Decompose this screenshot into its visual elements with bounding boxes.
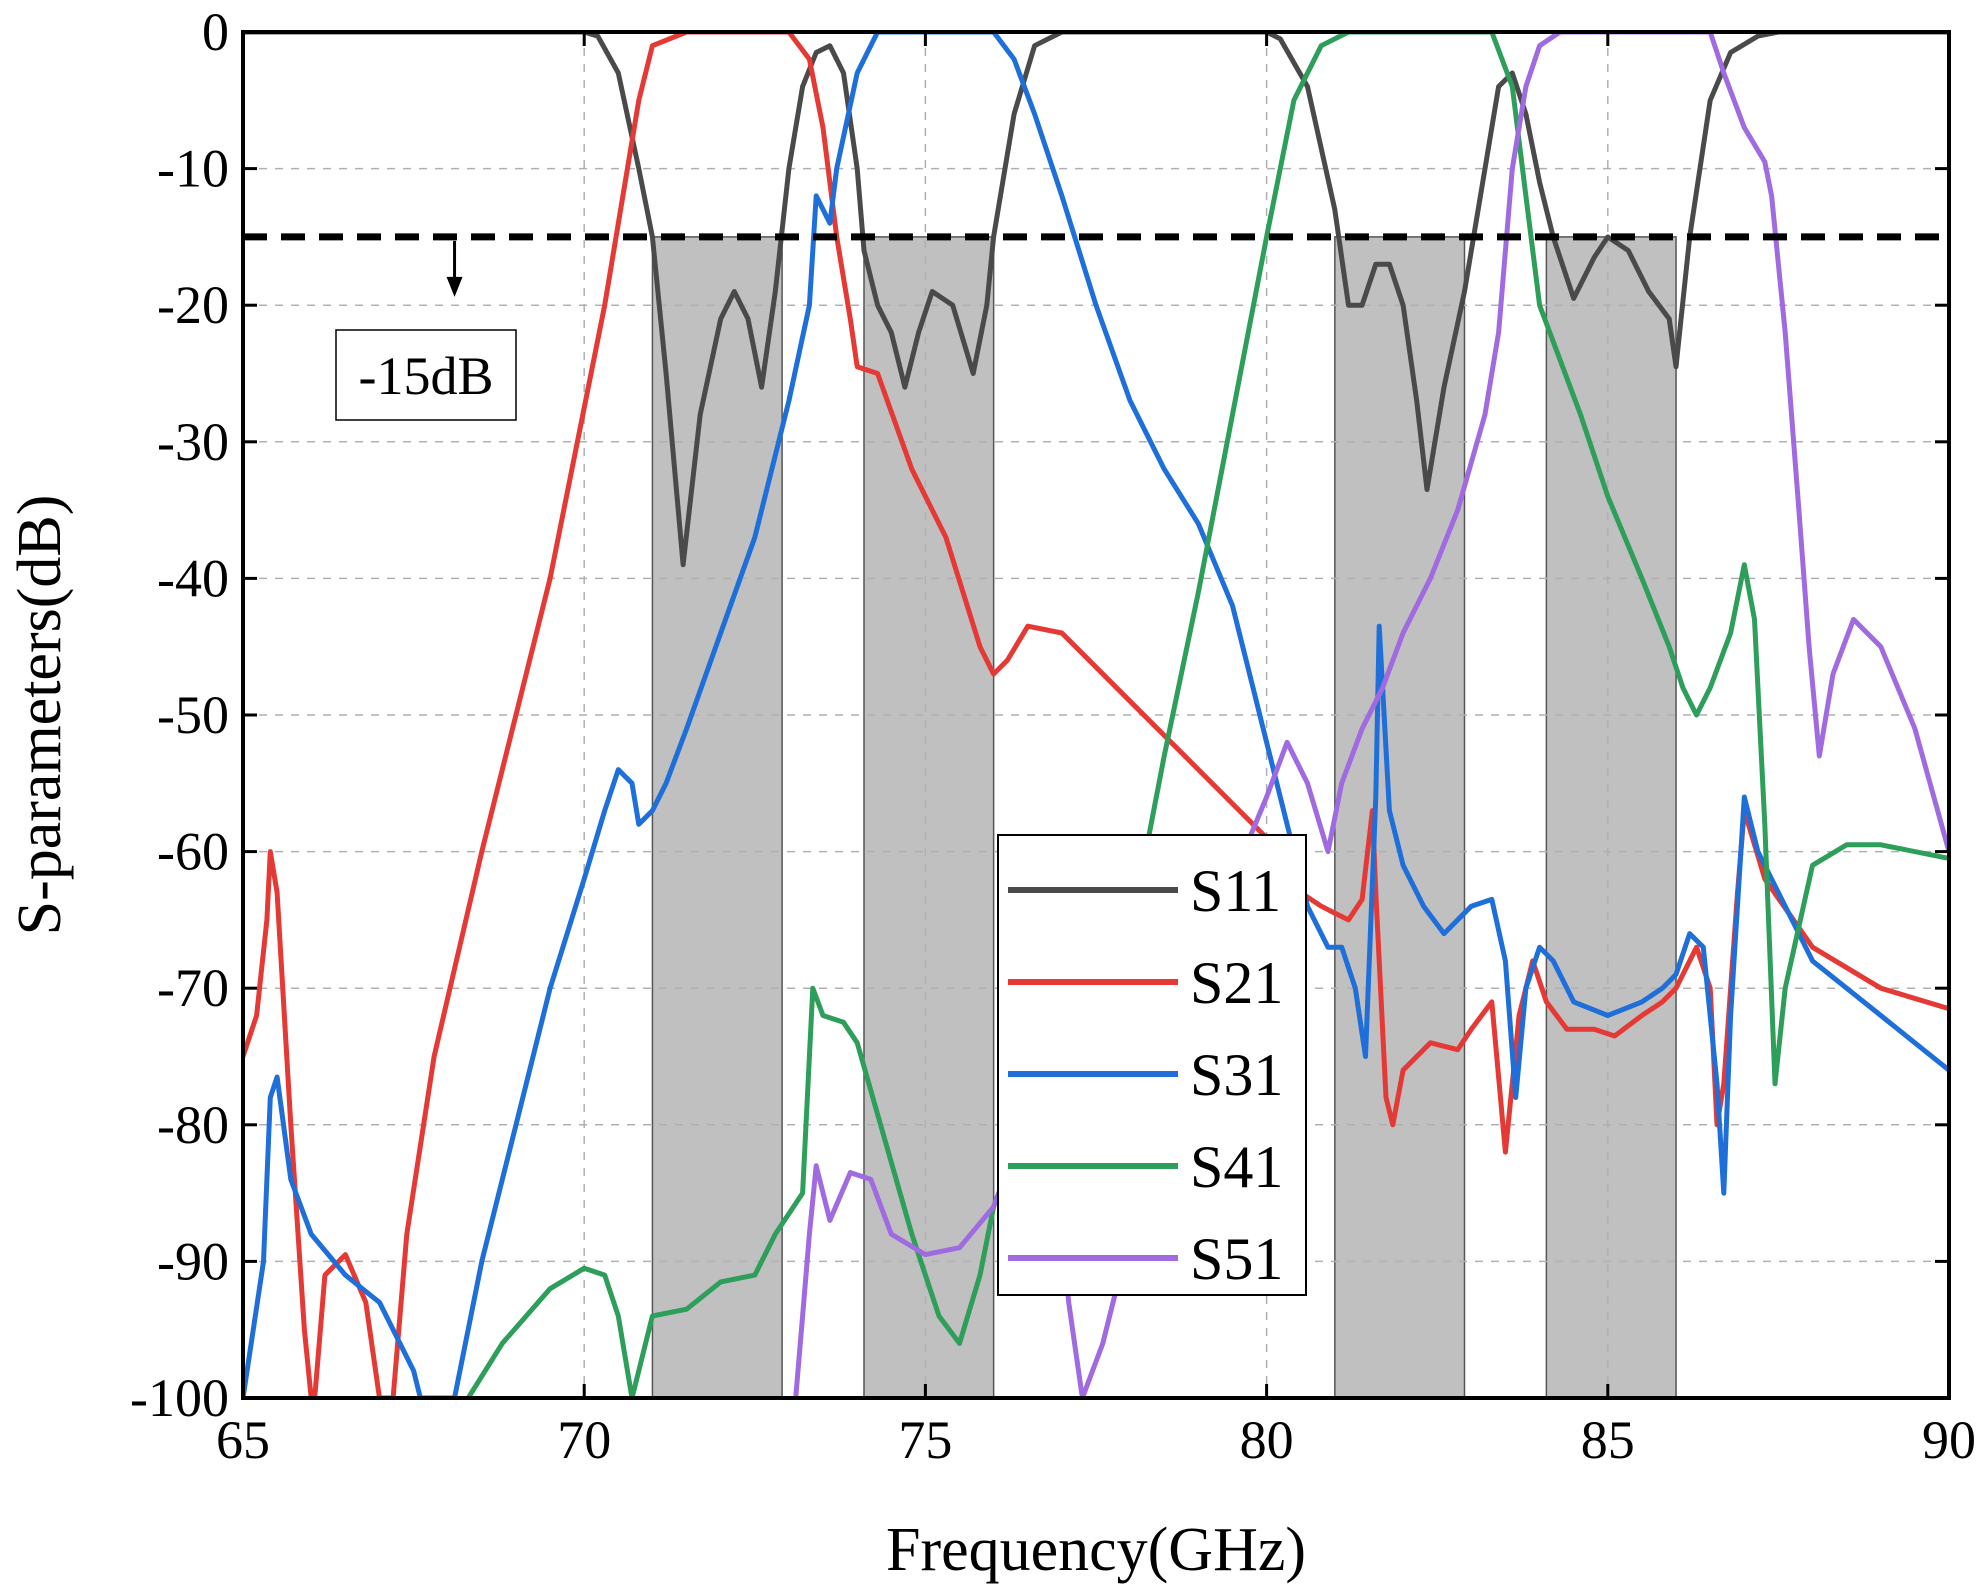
y-tick-label: -10 (157, 139, 229, 199)
y-tick-label: -50 (157, 685, 229, 745)
legend-label-s41: S41 (1190, 1134, 1283, 1200)
x-tick-label: 65 (216, 1410, 270, 1470)
x-tick-label: 90 (1922, 1410, 1976, 1470)
legend-label-s11: S11 (1190, 858, 1281, 924)
legend: S11 S21 S31 S41 S51 (997, 834, 1307, 1296)
y-tick-label: -30 (157, 412, 229, 472)
y-tick-label: -70 (157, 958, 229, 1018)
shaded-band-3 (1334, 236, 1466, 1399)
x-tick-label: 70 (557, 1410, 611, 1470)
shaded-band-2 (863, 236, 995, 1399)
legend-box (997, 834, 1307, 1296)
x-tick-label: 85 (1581, 1410, 1635, 1470)
y-tick-label: -40 (157, 548, 229, 608)
legend-label-s51: S51 (1190, 1226, 1283, 1292)
threshold-label: -15dB (359, 346, 494, 406)
axis-ticks: 65 70 75 80 85 90 0 -10 -20 -30 -40 -50 -60 -70 -80 -90… (130, 2, 1976, 1470)
y-tick-label: 0 (202, 2, 229, 62)
y-tick-label: -90 (157, 1231, 229, 1291)
y-axis-title: S-parameters(dB) (6, 495, 74, 936)
series-s11 (243, 32, 1949, 568)
y-tick-label: -20 (157, 275, 229, 335)
y-tick-label: -100 (130, 1368, 229, 1428)
shaded-band-1 (651, 236, 783, 1399)
x-tick-label: 75 (898, 1410, 952, 1470)
series-s21 (243, 32, 1949, 1398)
y-tick-label: -80 (157, 1095, 229, 1155)
series-s31 (243, 32, 1949, 1398)
y-tick-label: -60 (157, 822, 229, 882)
x-tick-label: 80 (1240, 1410, 1294, 1470)
series-s51 (793, 32, 1949, 1398)
shaded-band-4 (1545, 236, 1677, 1399)
threshold-group: -15dB (243, 233, 1949, 421)
legend-label-s21: S21 (1190, 950, 1283, 1016)
threshold-arrow-icon (446, 276, 463, 297)
x-axis-title: Frequency(GHz) (886, 1516, 1306, 1584)
legend-label-s31: S31 (1190, 1042, 1283, 1108)
series-group (243, 32, 1949, 1398)
threshold-label-box (335, 329, 517, 421)
